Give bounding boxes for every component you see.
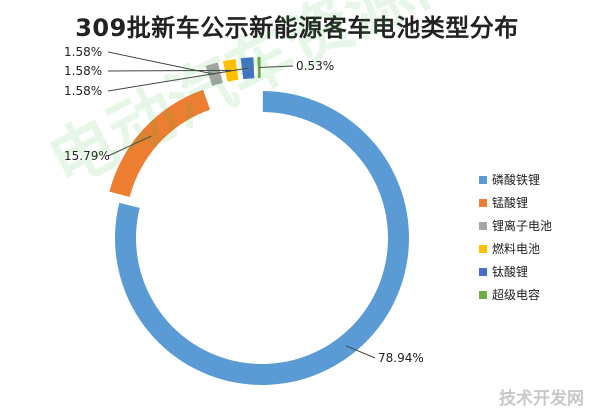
legend-item-4: 燃料电池 [479,237,552,260]
corner-watermark: 技术开发网 [499,389,584,409]
legend-swatch [479,267,487,276]
legend-label: 超级电容 [492,288,541,302]
legend-item-2: 锰酸锂 [479,191,552,214]
legend-swatch [479,198,487,207]
legend-item-6: 超级电容 [479,283,552,306]
slice-2 [109,89,211,197]
chart-legend: 磷酸铁锂锰酸锂锂离子电池燃料电池钛酸锂超级电容 [479,168,552,306]
legend-swatch [479,290,487,299]
legend-swatch [479,221,487,230]
legend-item-1: 磷酸铁锂 [479,168,552,191]
data-label-6: 0.53% [296,59,334,73]
leader-line-1 [345,345,376,359]
data-label-1: 78.94% [378,351,424,365]
data-label-2: 15.79% [64,149,110,163]
legend-label: 锂离子电池 [492,219,553,233]
legend-swatch [479,244,487,253]
leader-line-4 [107,69,232,72]
legend-item-3: 锂离子电池 [479,214,552,237]
chart-title: 309批新车公示新能源客车电池类型分布 [75,14,519,42]
leader-line-5 [107,67,248,92]
legend-swatch [479,175,487,184]
data-label-5: 1.58% [64,84,102,98]
slice-6 [257,57,261,79]
data-label-4: 1.58% [64,64,102,78]
data-label-3: 1.58% [64,45,102,59]
leader-line-6 [259,65,294,69]
legend-label: 燃料电池 [492,242,541,256]
legend-label: 锰酸锂 [492,196,529,210]
legend-item-5: 钛酸锂 [479,260,552,283]
leader-line-2 [107,135,152,157]
legend-label: 磷酸铁锂 [492,173,541,187]
legend-label: 钛酸锂 [492,265,529,279]
